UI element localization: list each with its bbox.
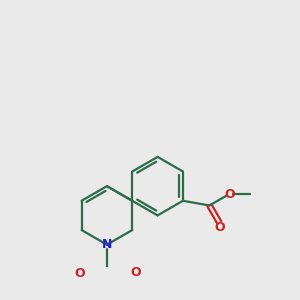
Text: O: O <box>131 266 142 279</box>
Text: N: N <box>102 238 112 251</box>
Text: O: O <box>214 221 225 234</box>
Text: O: O <box>225 188 235 201</box>
Text: O: O <box>75 267 85 280</box>
